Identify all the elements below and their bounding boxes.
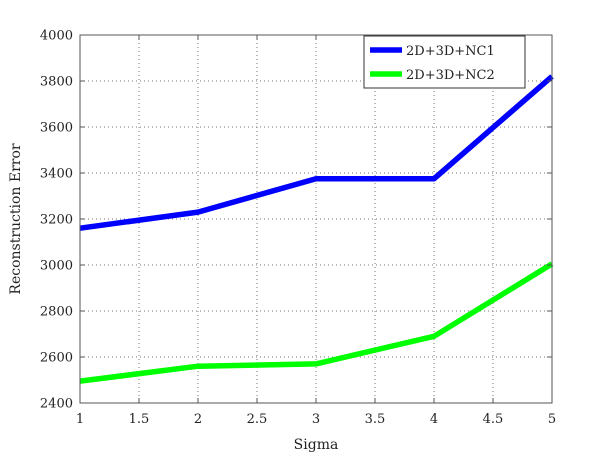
tick-labels: 1 1.5 2 2.5 3 3.5 4 4.5 5 2400 2600 2800 3000 3200 340… [40, 29, 556, 428]
y-tick-label: 3600 [40, 121, 73, 136]
legend-box [363, 35, 526, 89]
legend: 2D+3D+NC1 2D+3D+NC2 [363, 35, 526, 89]
y-tick-label: 3000 [40, 259, 73, 274]
legend-label-1: 2D+3D+NC1 [406, 44, 495, 59]
y-tick-label: 3200 [40, 213, 73, 228]
x-tick-label: 4.5 [483, 412, 504, 427]
x-tick-label: 2 [194, 412, 202, 427]
y-axis-label: Reconstruction Error [8, 143, 24, 295]
x-tick-label: 2.5 [247, 412, 268, 427]
y-tick-label: 3400 [40, 167, 73, 182]
axis-ticks [79, 34, 553, 404]
x-tick-label: 3 [312, 412, 320, 427]
series-line-2 [79, 261, 554, 384]
y-tick-label: 2600 [40, 351, 73, 366]
x-axis-label: Sigma [294, 437, 339, 453]
series-lines [79, 74, 554, 384]
y-tick-label: 3800 [40, 75, 73, 90]
y-tick-label: 2400 [40, 397, 73, 412]
y-tick-label: 4000 [40, 29, 73, 44]
series-line-1 [79, 74, 554, 231]
x-tick-label: 4 [430, 412, 438, 427]
x-tick-label: 5 [548, 412, 556, 427]
grid [80, 35, 552, 403]
x-tick-label: 1 [76, 412, 84, 427]
legend-label-2: 2D+3D+NC2 [406, 68, 495, 83]
y-tick-label: 2800 [40, 305, 73, 320]
x-tick-label: 1.5 [129, 412, 150, 427]
x-tick-label: 3.5 [365, 412, 386, 427]
